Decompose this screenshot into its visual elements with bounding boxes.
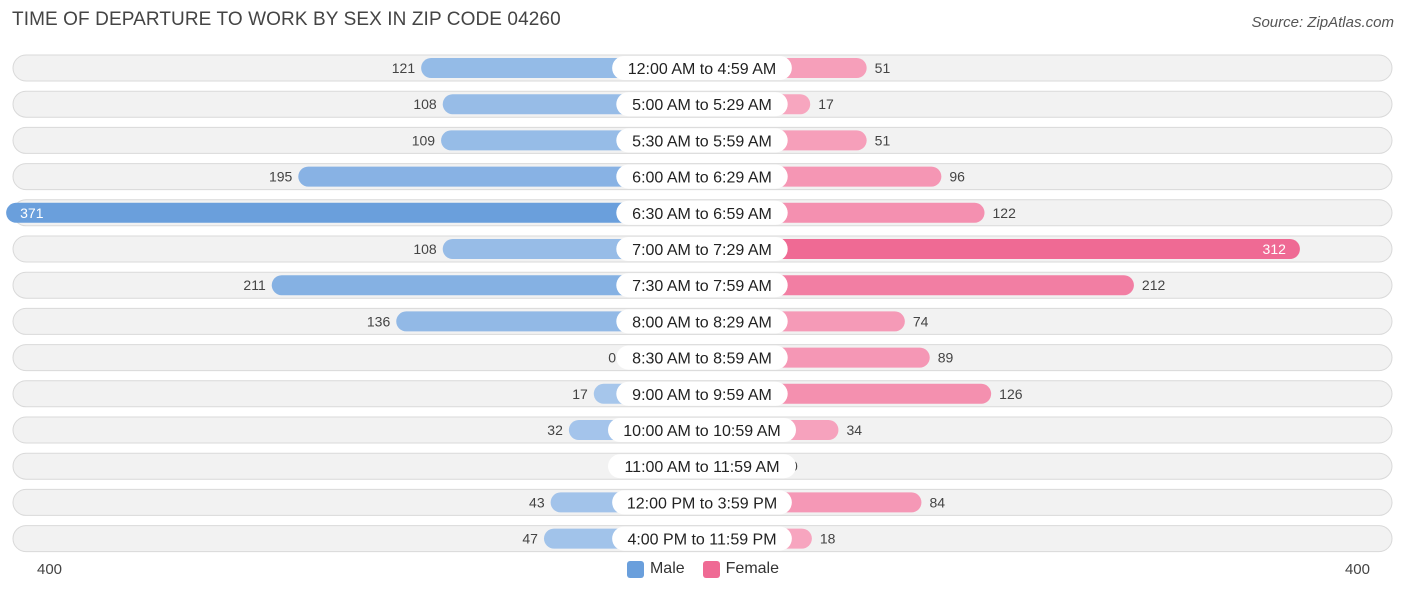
male-value-label: 109 xyxy=(412,132,436,148)
category-label-box xyxy=(616,237,788,261)
category-label: 12:00 PM to 3:59 PM xyxy=(627,495,777,512)
axis-left-label: 400 xyxy=(37,561,63,578)
male-value-label: 43 xyxy=(529,494,545,510)
category-label: 10:00 AM to 10:59 AM xyxy=(623,423,780,440)
legend-label-male: Male xyxy=(649,560,685,577)
legend-swatch-female xyxy=(702,560,720,578)
category-label: 6:00 AM to 6:29 AM xyxy=(632,170,772,187)
female-value-label: 34 xyxy=(846,422,862,438)
category-label: 7:30 AM to 7:59 AM xyxy=(632,278,772,295)
female-value-label: 74 xyxy=(913,313,929,329)
female-value-label: 51 xyxy=(875,60,891,76)
legend-item-female: Female xyxy=(702,560,780,578)
chart-title: TIME OF DEPARTURE TO WORK BY SEX IN ZIP … xyxy=(12,9,561,30)
female-bar xyxy=(702,275,1134,296)
male-value-label: 32 xyxy=(547,422,563,438)
category-label-box xyxy=(616,92,788,117)
category-label: 9:00 AM to 9:59 AM xyxy=(632,387,772,404)
category-label-box xyxy=(616,200,788,225)
category-label-box xyxy=(616,164,788,189)
category-label: 5:00 AM to 5:29 AM xyxy=(632,97,772,114)
male-value-label: 47 xyxy=(522,531,538,547)
male-value-label: 108 xyxy=(413,241,437,257)
category-label-box xyxy=(612,526,792,551)
male-value-label: 211 xyxy=(243,277,266,293)
female-value-label: 96 xyxy=(949,169,965,185)
male-value-label: 121 xyxy=(392,60,416,76)
category-label: 11:00 AM to 11:59 AM xyxy=(624,459,779,476)
category-label: 5:30 AM to 5:59 AM xyxy=(632,133,772,150)
male-value-label: 0 xyxy=(608,350,616,366)
male-bar xyxy=(6,202,702,223)
male-value-label: 371 xyxy=(20,205,44,221)
category-label: 12:00 AM to 4:59 AM xyxy=(628,61,777,78)
male-value-label: 108 xyxy=(413,96,437,112)
category-label: 4:00 PM to 11:59 PM xyxy=(627,532,776,549)
legend-item-male: Male xyxy=(626,560,685,578)
category-label-box xyxy=(612,56,792,80)
category-label-box xyxy=(616,309,788,334)
category-label-box xyxy=(616,128,788,153)
legend-swatch-male xyxy=(626,560,644,578)
legend: Male Female xyxy=(0,560,1406,578)
male-value-label: 17 xyxy=(572,386,588,402)
category-label-box xyxy=(608,418,796,442)
category-label-box xyxy=(612,490,792,515)
male-value-label: 136 xyxy=(367,313,391,329)
category-label: 7:00 AM to 7:29 AM xyxy=(632,242,772,259)
female-value-label: 212 xyxy=(1142,277,1166,293)
category-label-box xyxy=(616,273,788,298)
female-value-label: 18 xyxy=(820,531,836,547)
axis-right-label: 400 xyxy=(1344,561,1370,578)
category-label-box xyxy=(616,381,788,406)
category-label: 8:00 AM to 8:29 AM xyxy=(632,314,772,331)
female-value-label: 89 xyxy=(938,350,954,366)
category-label-box xyxy=(616,345,788,370)
female-value-label: 51 xyxy=(875,132,891,148)
male-bar xyxy=(298,166,702,187)
category-label-box xyxy=(608,454,796,479)
category-label: 8:30 AM to 8:59 AM xyxy=(632,351,772,368)
source-label: Source: ZipAtlas.com xyxy=(1251,14,1394,31)
female-value-label: 84 xyxy=(929,494,945,510)
male-bar xyxy=(271,275,702,296)
category-label: 6:30 AM to 6:59 AM xyxy=(632,206,772,223)
male-value-label: 195 xyxy=(269,169,293,185)
female-value-label: 17 xyxy=(818,96,834,112)
female-value-label: 126 xyxy=(999,386,1023,402)
female-value-label: 312 xyxy=(1263,241,1287,257)
legend-label-female: Female xyxy=(725,560,780,577)
female-bar xyxy=(702,239,1300,259)
female-value-label: 122 xyxy=(993,205,1017,221)
